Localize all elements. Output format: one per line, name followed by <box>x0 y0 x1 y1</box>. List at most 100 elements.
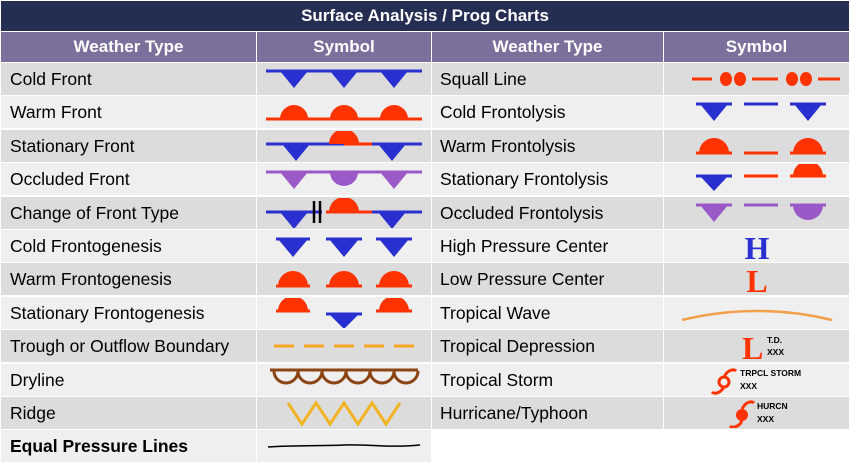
warm-front-icon <box>266 105 422 121</box>
right-row-symbol <box>664 197 849 230</box>
weather-type-label: Occluded Front <box>10 168 130 189</box>
low-pressure-letter: L <box>746 264 767 294</box>
change-of-front-type-icon <box>266 198 422 228</box>
stationary-frontogenesis-icon <box>276 298 412 328</box>
weather-type-label: Stationary Frontolysis <box>440 168 609 189</box>
left-row-symbol <box>257 63 432 96</box>
svg-text:TRPCL STORM: TRPCL STORM <box>740 368 801 378</box>
right-row-label: Tropical Storm <box>432 364 664 397</box>
left-row-label: Occluded Front <box>1 163 257 196</box>
left-row-symbol <box>257 364 432 397</box>
left-row-symbol <box>257 263 432 296</box>
left-row-label: Warm Front <box>1 96 257 129</box>
weather-type-label: Tropical Storm <box>440 369 554 390</box>
tropical-wave-icon <box>681 309 832 322</box>
left-row-label: Change of Front Type <box>1 197 257 230</box>
page-title: Surface Analysis / Prog Charts <box>1 1 849 31</box>
left-row-symbol <box>257 130 432 163</box>
left-row-symbol <box>257 96 432 129</box>
right-row-label: Squall Line <box>432 63 664 96</box>
weather-type-label: Squall Line <box>440 68 527 89</box>
right-row-label: Stationary Frontolysis <box>432 163 664 196</box>
right-row-symbol: HURCN XXX <box>664 397 849 430</box>
high-pressure-icon: H <box>744 231 769 261</box>
svg-text:T.D.: T.D. <box>767 335 782 345</box>
left-row-label: Ridge <box>1 397 257 430</box>
left-row-symbol <box>257 297 432 330</box>
weather-type-label: Equal Pressure Lines <box>10 435 188 456</box>
hurricane-icon: HURCN XXX <box>728 400 788 428</box>
left-row-label: Stationary Front <box>1 130 257 163</box>
right-row-symbol <box>664 63 849 96</box>
right-row-symbol <box>664 130 849 163</box>
occluded-front-icon <box>266 170 422 189</box>
weather-type-label: Warm Frontolysis <box>440 135 576 156</box>
right-row-label: Occluded Frontolysis <box>432 197 664 230</box>
left-row-label: Cold Front <box>1 63 257 96</box>
weather-type-label: Warm Front <box>10 101 102 122</box>
svg-text:XXX: XXX <box>740 381 757 391</box>
svg-text:XXX: XXX <box>757 414 774 424</box>
header-left-symbol: Symbol <box>257 32 432 62</box>
right-row-label: Tropical Depression <box>432 330 664 363</box>
left-row-label: Warm Frontogenesis <box>1 263 257 296</box>
tropical-storm-icon: TRPCL STORM XXX <box>710 368 801 395</box>
high-pressure-letter: H <box>744 231 769 261</box>
right-row-label: Low Pressure Center <box>432 263 664 296</box>
right-row-label: Hurricane/Typhoon <box>432 397 664 430</box>
dryline-icon <box>270 368 420 385</box>
left-row-symbol <box>257 163 432 196</box>
right-row-symbol: TRPCL STORM XXX <box>664 364 849 397</box>
svg-text:XXX: XXX <box>767 347 784 357</box>
tropical-storm-glyph <box>710 368 737 395</box>
cold-frontogenesis-icon <box>276 237 412 257</box>
right-row-symbol <box>664 297 849 330</box>
right-row-label: Warm Frontolysis <box>432 130 664 163</box>
weather-type-label: Low Pressure Center <box>440 268 605 289</box>
weather-type-label: Stationary Front <box>10 135 135 156</box>
weather-type-label: Cold Frontogenesis <box>10 235 162 256</box>
weather-type-label: Warm Frontogenesis <box>10 268 172 289</box>
right-row-symbol: H <box>664 230 849 263</box>
cold-frontolysis-icon <box>695 102 826 121</box>
warm-frontolysis-icon <box>695 138 826 155</box>
weather-type-label: Ridge <box>10 402 56 423</box>
left-row-label: Stationary Frontogenesis <box>1 297 257 330</box>
weather-type-label: Stationary Frontogenesis <box>10 302 205 323</box>
warm-frontogenesis-icon <box>276 271 412 288</box>
right-row-symbol <box>664 96 849 129</box>
left-row-symbol <box>257 397 432 430</box>
left-row-symbol <box>257 197 432 230</box>
weather-type-label: Cold Front <box>10 68 92 89</box>
right-row-label: Tropical Wave <box>432 297 664 330</box>
right-row-label: High Pressure Center <box>432 230 664 263</box>
left-row-symbol <box>257 430 432 463</box>
left-row-symbol <box>257 330 432 363</box>
svg-text:L: L <box>742 331 763 361</box>
tropical-depression-icon: L T.D. XXX <box>742 331 784 361</box>
right-row-symbol <box>664 163 849 196</box>
hurricane-glyph <box>728 400 755 428</box>
weather-type-label: Tropical Wave <box>440 302 551 323</box>
left-row-label: Trough or Outflow Boundary <box>1 330 257 363</box>
weather-type-label: Cold Frontolysis <box>440 101 566 122</box>
left-row-label: Equal Pressure Lines <box>1 430 257 463</box>
ridge-icon <box>286 400 402 427</box>
weather-type-label: Hurricane/Typhoon <box>440 402 588 423</box>
weather-type-label: Change of Front Type <box>10 202 179 223</box>
right-row-label: Cold Frontolysis <box>432 96 664 129</box>
svg-text:HURCN: HURCN <box>757 401 788 411</box>
cold-front-icon <box>266 69 422 88</box>
left-row-label: Cold Frontogenesis <box>1 230 257 263</box>
weather-type-label: Tropical Depression <box>440 335 595 356</box>
trough-icon <box>274 344 422 348</box>
weather-type-label: Dryline <box>10 369 65 390</box>
weather-type-label: Trough or Outflow Boundary <box>10 335 230 356</box>
stationary-front-icon <box>266 131 422 161</box>
right-row-symbol: L <box>664 263 849 296</box>
squall-line-icon <box>691 72 840 86</box>
left-row-symbol <box>257 230 432 263</box>
low-pressure-icon: L <box>746 264 767 294</box>
header-left-weather-type: Weather Type <box>1 32 257 62</box>
